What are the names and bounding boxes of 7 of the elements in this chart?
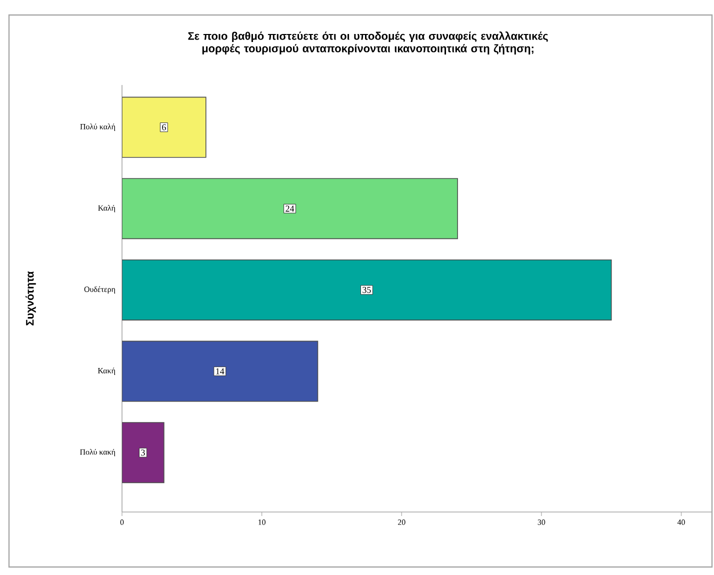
data-label: 14 — [216, 368, 224, 374]
data-label: 3 — [141, 450, 145, 456]
data-label: 6 — [162, 124, 166, 130]
data-label: 35 — [362, 286, 371, 293]
y-axis-title: Συχνότητα — [26, 271, 36, 326]
chart-title: Σε ποιο βαθμό πιστεύετε ότι οι υποδομές για συναφείς εναλλακτικές μορφές τουρισμού ανταποκρίνονται ικανοποιητικά στη ζήτηση; — [188, 32, 548, 54]
data-label: 24 — [286, 206, 294, 212]
